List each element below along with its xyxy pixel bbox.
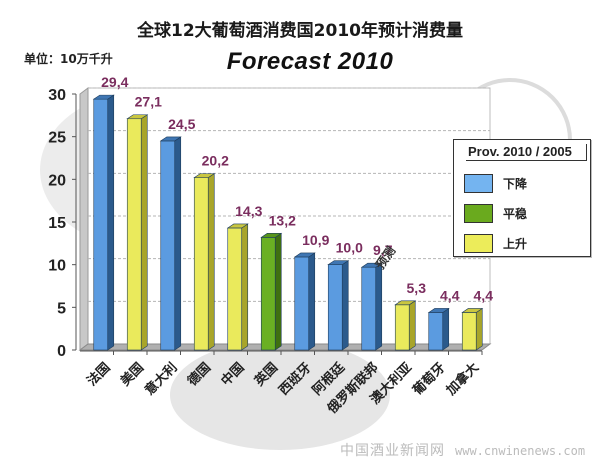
value-label: 27,1 bbox=[135, 94, 162, 110]
value-label: 13,2 bbox=[269, 212, 296, 228]
y-tick-label: 15 bbox=[48, 215, 66, 232]
bar-front bbox=[160, 140, 176, 351]
legend-item-up: 上升 bbox=[464, 234, 527, 253]
bar-front bbox=[361, 266, 377, 351]
bar-0 bbox=[92, 94, 115, 351]
bar-side bbox=[241, 223, 249, 351]
legend-item-down: 下降 bbox=[464, 174, 527, 193]
y-tick-label: 25 bbox=[48, 130, 66, 147]
bar-11 bbox=[461, 307, 484, 351]
bar-front bbox=[394, 304, 410, 351]
bar-top bbox=[92, 94, 115, 100]
bar-top bbox=[461, 308, 484, 313]
bar-side bbox=[174, 136, 182, 351]
legend-item-stable: 平稳 bbox=[464, 204, 527, 223]
value-label: 4,4 bbox=[440, 287, 460, 303]
bar-top bbox=[360, 262, 383, 268]
bar-1 bbox=[126, 114, 149, 351]
y-tick-label: 20 bbox=[48, 172, 66, 189]
value-label: 20,2 bbox=[202, 153, 229, 169]
watermark-url: www.cnwinenews.com bbox=[455, 444, 586, 458]
bar-top bbox=[427, 308, 450, 313]
bar-side bbox=[442, 307, 450, 351]
bar-side bbox=[207, 173, 215, 351]
value-label: 9,7 bbox=[373, 242, 393, 258]
bar-3 bbox=[193, 173, 216, 351]
y-tick-label: 10 bbox=[48, 258, 66, 275]
bars bbox=[92, 94, 484, 351]
legend-title: Prov. 2010 / 2005 bbox=[466, 144, 587, 161]
legend-label: 平稳 bbox=[503, 207, 528, 221]
watermark: 中国酒业新闻网 www.cnwinenews.com bbox=[340, 440, 585, 460]
value-label: 24,5 bbox=[168, 116, 195, 132]
bar-front bbox=[461, 312, 477, 351]
plot-floor bbox=[78, 343, 492, 351]
watermark-site: 中国酒业新闻网 bbox=[340, 443, 445, 459]
bar-side bbox=[341, 260, 349, 351]
bar-6 bbox=[293, 252, 316, 351]
bar-top bbox=[193, 173, 216, 178]
bar-5 bbox=[260, 232, 283, 351]
value-label: 29,4 bbox=[101, 74, 128, 90]
chart-title: 全球12大葡萄酒消费国2010年预计消费量 bbox=[137, 21, 463, 41]
bar-side bbox=[475, 307, 483, 351]
value-labels: 29,4 27,1 24,5 20,2 14,3 13,2 10,9 10,0 9,7 5,3 4,… bbox=[101, 74, 493, 303]
gridlines bbox=[88, 87, 490, 302]
bar-side bbox=[375, 262, 383, 351]
y-tick-label: 5 bbox=[57, 300, 66, 317]
bar-7 bbox=[327, 260, 350, 351]
bar-front bbox=[294, 256, 310, 351]
bar-side bbox=[408, 300, 416, 351]
value-label: 14,3 bbox=[235, 203, 262, 219]
bar-top bbox=[394, 300, 417, 306]
y-axis: 0 5 10 15 20 25 30 bbox=[48, 87, 77, 360]
y-tick-label: 30 bbox=[48, 87, 66, 104]
bar-top bbox=[126, 114, 149, 120]
y-tick-label: 0 bbox=[57, 343, 66, 360]
legend-label: 上升 bbox=[503, 237, 528, 251]
bar-side bbox=[308, 252, 316, 351]
legend-swatch-up bbox=[464, 234, 493, 253]
bar-top bbox=[327, 260, 350, 265]
bar-10 bbox=[427, 307, 450, 351]
bar-side bbox=[274, 232, 282, 351]
bar-front bbox=[327, 264, 343, 351]
value-label: 4,4 bbox=[474, 287, 494, 303]
x-tick-label: 葡萄牙 bbox=[409, 360, 449, 400]
bar-front bbox=[227, 227, 243, 351]
legend-swatch-stable bbox=[464, 204, 493, 223]
bar-4 bbox=[226, 223, 249, 351]
bar-front bbox=[428, 312, 444, 351]
bar-9 bbox=[394, 300, 417, 351]
legend-swatch-down bbox=[464, 174, 493, 193]
bar-side bbox=[140, 114, 148, 351]
bar-top bbox=[159, 136, 182, 142]
bar-8 bbox=[360, 262, 383, 351]
bar-front bbox=[93, 98, 109, 351]
bar-top bbox=[226, 223, 249, 229]
bar-front bbox=[126, 118, 142, 351]
legend-label: 下降 bbox=[503, 177, 528, 191]
value-label: 10,0 bbox=[336, 240, 363, 256]
bar-top bbox=[260, 233, 283, 238]
chart-subtitle: Forecast 2010 bbox=[226, 48, 394, 75]
x-tick-label: 美国 bbox=[117, 360, 147, 390]
x-tick-label: 加拿大 bbox=[442, 360, 482, 400]
bar-front bbox=[193, 177, 209, 351]
bar-2 bbox=[159, 136, 182, 351]
plot-side-wall bbox=[79, 87, 89, 351]
x-tick-label: 法国 bbox=[84, 360, 114, 390]
value-label: 5,3 bbox=[407, 280, 427, 296]
value-label: 10,9 bbox=[302, 232, 329, 248]
legend: Prov. 2010 / 2005 下降 平稳 上升 bbox=[453, 139, 591, 257]
bar-top bbox=[293, 252, 316, 258]
unit-label: 单位：10万千升 bbox=[24, 52, 113, 66]
bar-front bbox=[260, 237, 276, 351]
bg-blob bbox=[170, 340, 390, 450]
bar-side bbox=[107, 94, 115, 351]
